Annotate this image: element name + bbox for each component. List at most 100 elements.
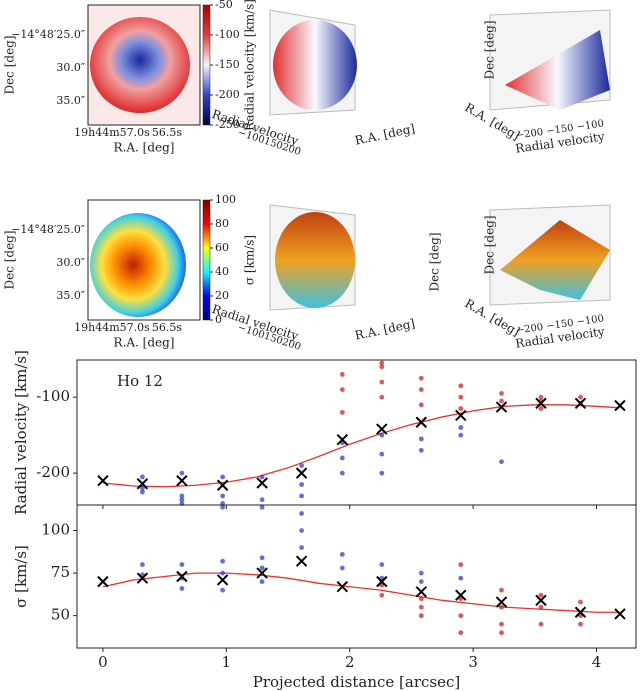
spaxel-point — [379, 432, 385, 438]
binned-marker — [495, 401, 508, 413]
binned-marker — [176, 570, 188, 583]
spaxel-point — [538, 406, 544, 411]
spaxel-point — [179, 493, 185, 499]
spaxel-point — [339, 372, 345, 377]
spaxel-point — [418, 402, 424, 408]
y-tick-label: 35.0″ — [56, 94, 85, 107]
spaxel-point — [179, 470, 185, 476]
view-3d — [269, 9, 611, 311]
y-tick-label: 35.0″ — [56, 289, 85, 302]
spaxel-point — [299, 482, 304, 487]
binned-marker — [136, 478, 149, 490]
spaxel-point — [418, 613, 424, 619]
binned-marker — [295, 467, 308, 479]
plot-frame — [76, 504, 637, 649]
y-tick-label: 50 — [51, 606, 70, 624]
spaxel-point — [499, 621, 504, 627]
binned-marker — [535, 594, 547, 607]
x-axis-label: R.A. [deg] — [114, 141, 175, 155]
spaxel-point — [220, 558, 226, 564]
y-tick-label: -100 — [36, 387, 70, 405]
spaxel-point — [339, 455, 345, 461]
spaxel-point — [418, 596, 424, 602]
binned-marker — [455, 589, 467, 601]
colorbar-tick-label: 60 — [215, 241, 229, 254]
spaxel-point — [538, 621, 544, 627]
y-axis-label: σ [km/s] — [12, 545, 30, 608]
spaxel-point — [299, 528, 304, 533]
spaxel-point — [299, 463, 304, 468]
spaxel-point — [418, 570, 424, 576]
x-axis-label: Projected distance [arcsec] — [253, 673, 460, 691]
colorbar-tick-label: 20 — [215, 289, 229, 302]
colorbar-label: σ [km/s] — [243, 235, 257, 285]
binned-marker — [336, 581, 349, 593]
annotation: Ho 12 — [117, 372, 163, 390]
spaxel-point — [458, 562, 464, 567]
y-tick-label: 30.0″ — [56, 61, 85, 74]
binned-marker — [415, 416, 427, 428]
spaxel-point — [418, 387, 424, 393]
map-image — [88, 5, 200, 325]
spaxel-point — [299, 511, 304, 516]
binned-marker — [336, 434, 349, 446]
spaxel-point — [499, 398, 504, 404]
spaxel-point — [179, 586, 185, 591]
spaxel-point — [538, 394, 544, 400]
binned-marker — [535, 397, 547, 409]
binned-marker — [216, 479, 229, 491]
spaxel-point — [458, 383, 464, 389]
spaxel-point — [578, 599, 583, 605]
spaxel-point — [458, 575, 464, 581]
y-tick-label: 100 — [41, 521, 70, 539]
binned-marker — [97, 575, 109, 588]
binned-marker — [256, 477, 268, 489]
spaxel-point — [379, 379, 385, 385]
spaxel-point — [220, 474, 226, 480]
y-tick-label: 30.0″ — [56, 256, 85, 269]
axis-3d-label: Dec [deg] — [483, 215, 497, 274]
colorbar-tick-label: 80 — [215, 217, 229, 230]
colorbar-tick-label: -250 — [215, 118, 240, 131]
spaxel-point — [259, 474, 265, 480]
spaxel-point — [379, 470, 385, 476]
y-tick-label: −14°48′25.0″ — [11, 28, 85, 41]
binned-marker — [376, 423, 388, 435]
colorbar-tick-label: 40 — [215, 265, 229, 278]
colorbar — [202, 4, 211, 126]
binned-marker — [415, 586, 427, 598]
x-tick-label: 1 — [222, 653, 232, 671]
spaxel-point — [140, 562, 145, 567]
spaxel-point — [259, 555, 265, 561]
spaxel-point — [339, 387, 345, 393]
spaxel-point — [458, 630, 464, 636]
spaxel-point — [339, 470, 345, 476]
x-tick-label: 2 — [345, 653, 355, 671]
axis-3d-label: R.A. [deg] — [354, 316, 417, 342]
colorbar — [202, 199, 211, 321]
spaxel-point — [379, 562, 385, 567]
y-axis-label: Dec [deg] — [3, 230, 17, 289]
spaxel-point — [418, 447, 424, 453]
spaxel-point — [499, 604, 504, 610]
colorbar-tick-label: -100 — [215, 28, 240, 41]
spaxel-point — [418, 436, 424, 442]
binned-marker — [295, 555, 308, 567]
binned-marker — [574, 606, 587, 618]
colorbar-label: Radial velocity [km/s] — [243, 0, 257, 131]
spaxel-point — [458, 394, 464, 400]
spaxel-point — [458, 425, 464, 430]
spaxel-point — [379, 451, 385, 457]
binned-marker — [574, 397, 587, 409]
y-tick-label: 75 — [51, 563, 70, 581]
binned-marker — [136, 572, 149, 584]
y-axis-label: Dec [deg] — [3, 35, 17, 94]
x-tick-label: 56.5s — [152, 321, 182, 334]
colorbar-tick-label: 100 — [215, 193, 236, 206]
spaxel-point — [499, 459, 504, 465]
spaxel-point — [418, 375, 424, 381]
axis-3d-label: Dec [deg] — [428, 232, 442, 291]
spaxel-point — [179, 497, 185, 503]
